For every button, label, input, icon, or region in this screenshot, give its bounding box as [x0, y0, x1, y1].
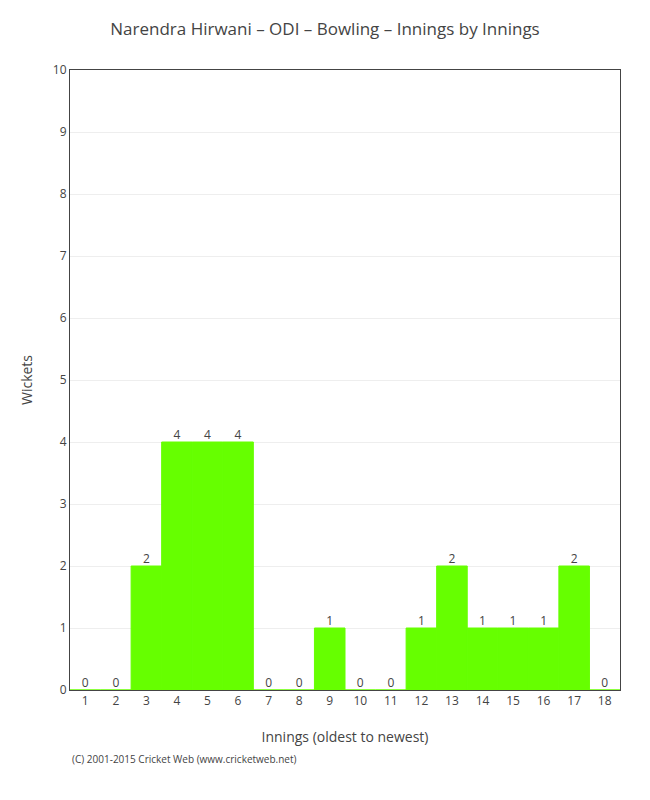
- svg-text:2: 2: [571, 550, 578, 567]
- svg-text:0: 0: [82, 674, 89, 691]
- svg-text:0: 0: [265, 674, 272, 691]
- svg-text:14: 14: [476, 692, 490, 709]
- svg-text:17: 17: [567, 692, 581, 709]
- svg-text:2: 2: [60, 557, 67, 574]
- svg-text:Innings (oldest to newest): Innings (oldest to newest): [262, 727, 429, 746]
- svg-text:1: 1: [326, 612, 333, 629]
- svg-text:18: 18: [598, 692, 612, 709]
- svg-text:6: 6: [60, 309, 67, 326]
- svg-text:5: 5: [204, 692, 211, 709]
- svg-text:5: 5: [60, 371, 67, 388]
- svg-text:Wickets: Wickets: [17, 355, 36, 405]
- svg-text:2: 2: [449, 550, 456, 567]
- svg-text:7: 7: [60, 247, 67, 264]
- svg-text:11: 11: [384, 692, 398, 709]
- svg-text:1: 1: [540, 612, 547, 629]
- svg-text:1: 1: [479, 612, 486, 629]
- svg-text:16: 16: [537, 692, 551, 709]
- svg-text:1: 1: [418, 612, 425, 629]
- svg-text:6: 6: [235, 692, 242, 709]
- svg-text:1: 1: [82, 692, 89, 709]
- svg-text:0: 0: [296, 674, 303, 691]
- svg-text:10: 10: [353, 692, 367, 709]
- svg-text:0: 0: [60, 681, 67, 698]
- svg-text:13: 13: [445, 692, 459, 709]
- svg-text:2: 2: [143, 550, 150, 567]
- svg-text:15: 15: [506, 692, 520, 709]
- svg-text:0: 0: [387, 674, 394, 691]
- svg-text:0: 0: [601, 674, 608, 691]
- svg-text:4: 4: [174, 426, 181, 443]
- svg-text:8: 8: [60, 185, 67, 202]
- svg-text:3: 3: [60, 495, 67, 512]
- svg-text:4: 4: [60, 433, 67, 450]
- svg-text:7: 7: [265, 692, 272, 709]
- svg-text:8: 8: [296, 692, 303, 709]
- svg-text:Narendra Hirwani – ODI – Bowli: Narendra Hirwani – ODI – Bowling – Innin…: [110, 17, 539, 40]
- svg-text:0: 0: [112, 674, 119, 691]
- svg-text:3: 3: [143, 692, 150, 709]
- svg-text:9: 9: [326, 692, 333, 709]
- svg-text:(C) 2001-2015 Cricket Web (www: (C) 2001-2015 Cricket Web (www.cricketwe…: [72, 752, 297, 766]
- svg-text:12: 12: [415, 692, 429, 709]
- svg-text:1: 1: [510, 612, 517, 629]
- svg-text:10: 10: [53, 61, 67, 78]
- svg-text:4: 4: [204, 426, 211, 443]
- svg-text:9: 9: [60, 123, 67, 140]
- svg-text:4: 4: [174, 692, 181, 709]
- svg-text:1: 1: [60, 619, 67, 636]
- svg-text:4: 4: [235, 426, 242, 443]
- svg-text:2: 2: [112, 692, 119, 709]
- svg-text:0: 0: [357, 674, 364, 691]
